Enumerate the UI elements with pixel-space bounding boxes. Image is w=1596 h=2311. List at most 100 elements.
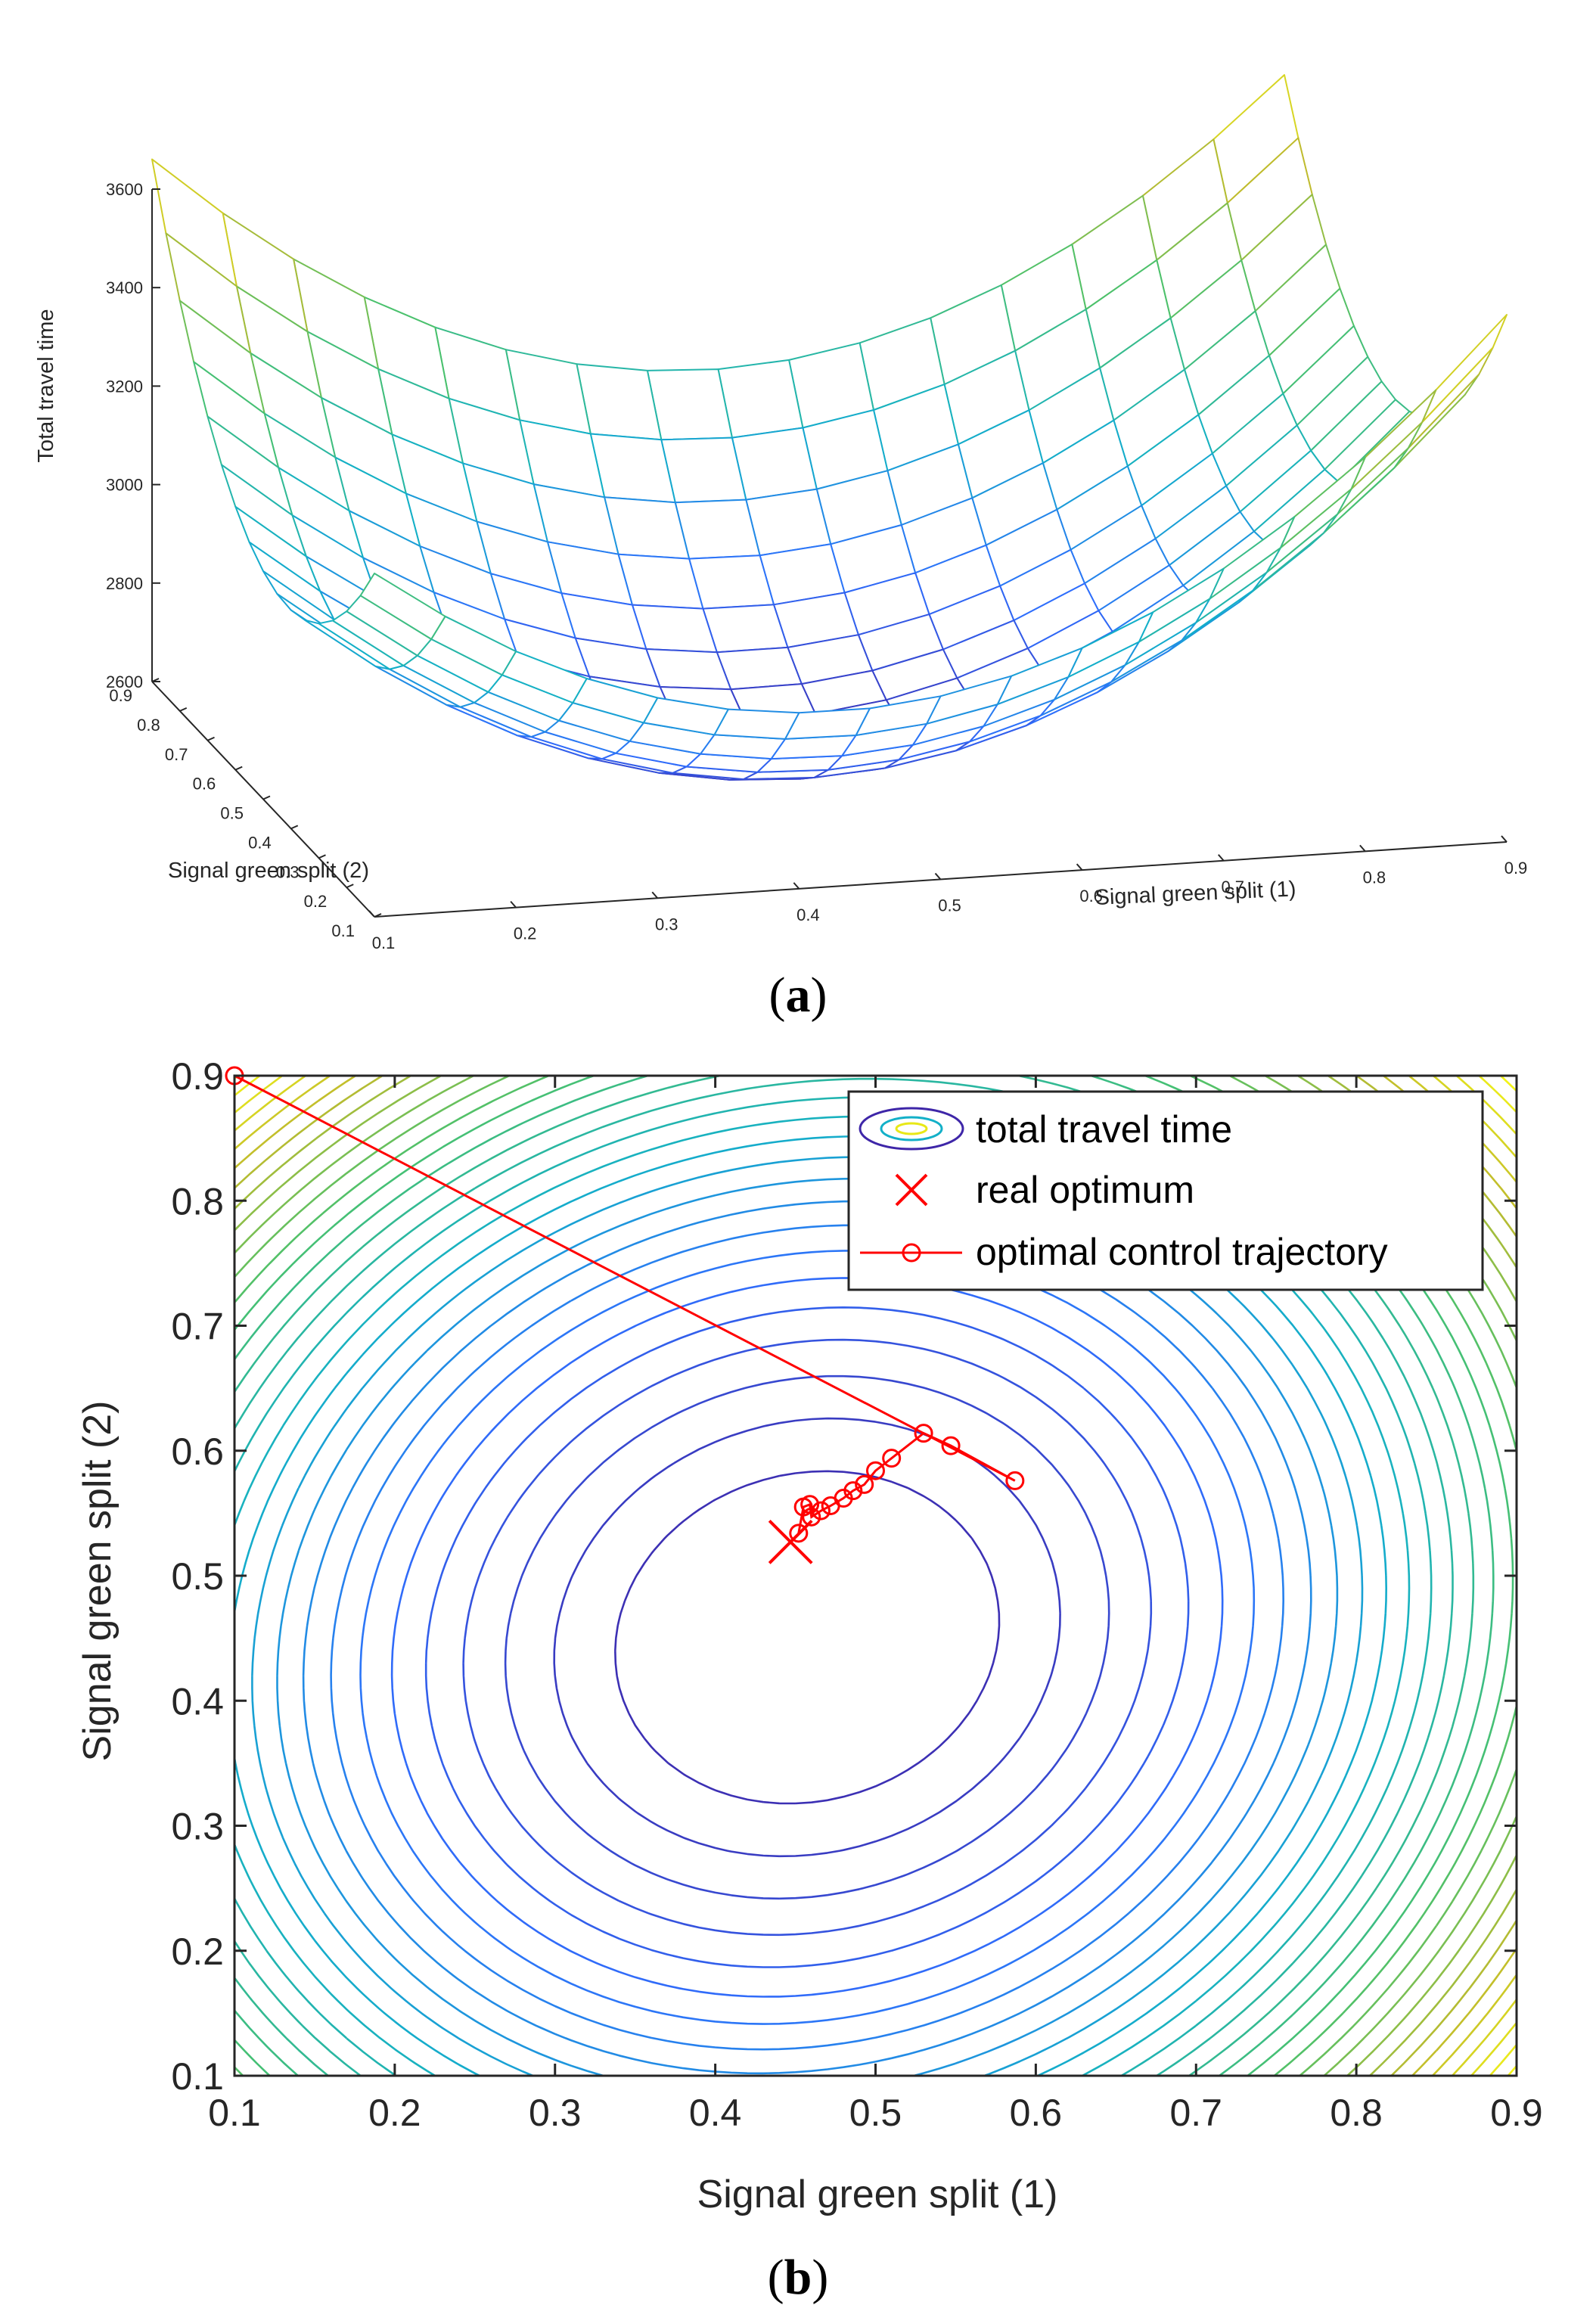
- x-tick-label-3d: 0.1: [372, 933, 396, 952]
- z-axis-label: Total travel time: [34, 309, 58, 462]
- surface-cell: [713, 708, 800, 740]
- surface-mesh: [151, 74, 1508, 781]
- legend-x-marker-icon: [895, 1173, 928, 1207]
- optimum-x-stroke: [768, 1519, 813, 1564]
- z-tick-label: 3400: [106, 278, 143, 297]
- x-tick-mark-3d: [1217, 854, 1225, 862]
- x-tick-mark-3d: [368, 910, 375, 918]
- contour-line: [462, 1338, 1153, 1937]
- trajectory-point: [821, 1496, 840, 1515]
- surface-cell: [702, 604, 789, 654]
- surface-cell: [688, 554, 775, 610]
- x-tick-label-3d: 0.7: [1221, 877, 1244, 896]
- z-tick-label: 2800: [106, 574, 143, 593]
- y-tick-mark-3d: [262, 795, 271, 800]
- legend-line-marker-icon: [860, 1243, 962, 1263]
- x-axis-label: Signal green split (1): [697, 2173, 1058, 2216]
- surface-cell: [359, 573, 446, 640]
- contour-line: [390, 1277, 1224, 1998]
- legend-label-optimal-control-trajectory: optimal control trajectory: [976, 1231, 1388, 1273]
- y-tick-label: 0.8: [171, 1180, 224, 1222]
- surface-cell: [674, 499, 761, 560]
- x-tick-label-3d: 0.4: [796, 905, 820, 924]
- y-tick-mark-3d: [374, 913, 382, 918]
- trajectory-point: [914, 1424, 933, 1443]
- x-tick-label: 0.7: [1169, 2092, 1222, 2134]
- y-tick-label: 0.7: [171, 1306, 224, 1348]
- x-tick-label: 0.5: [849, 2092, 902, 2134]
- x-tick-label-3d: 0.3: [655, 915, 678, 933]
- contour-line: [614, 1470, 1001, 1805]
- x-tick-label-3d: 0.8: [1363, 868, 1386, 887]
- x-tick-mark-3d: [651, 891, 659, 899]
- x-tick-mark-3d: [510, 900, 517, 909]
- y-tick-label: 0.3: [171, 1806, 224, 1848]
- y-tick-label-3d: 0.5: [220, 804, 244, 823]
- contour-axis-ticks: 0.1 0.2 0.3 0.4 0.5 0.6 0.7 0.8 0.9 0.1 0.2 0.3 0.4 0…: [171, 1055, 1542, 2134]
- x-tick-mark-3d: [1359, 844, 1366, 853]
- trajectory-point: [793, 1497, 813, 1517]
- y-axis-ticks-3d: 0.10.20.30.40.50.6 0.7 0.8 0.9: [109, 678, 382, 940]
- surface-cell: [646, 368, 733, 441]
- y-tick-label-3d: 0.8: [137, 716, 160, 735]
- y-tick-mark-3d: [179, 707, 188, 712]
- y-tick-label: 0.5: [171, 1555, 224, 1598]
- x-tick-label: 0.6: [1010, 2092, 1063, 2134]
- z-tick-label: 3200: [106, 377, 143, 396]
- x-tick-mark-3d: [1501, 835, 1508, 843]
- y-tick-label: 0.4: [171, 1680, 224, 1722]
- legend-label-total-travel-time: total travel time: [976, 1108, 1232, 1151]
- y-tick-mark-3d: [290, 825, 299, 830]
- y-tick-mark-3d: [234, 766, 243, 771]
- y-tick-label-3d: 0.1: [331, 921, 355, 940]
- contour-line: [276, 1177, 1339, 2076]
- y-axis-label: Signal green split (2): [76, 1401, 120, 1762]
- x-tick-label-3d: 0.6: [1079, 887, 1103, 905]
- trajectory-point: [789, 1524, 809, 1543]
- y-tick-label-3d: 0.3: [276, 862, 300, 881]
- surface-cell: [731, 427, 818, 501]
- y-tick-mark-3d: [151, 678, 160, 682]
- z-tick-label: 3600: [106, 180, 143, 199]
- x-tick-label-3d: 0.2: [514, 924, 537, 943]
- surface-cell: [716, 646, 803, 691]
- contour-line: [234, 1076, 1517, 2076]
- trajectory-point: [941, 1436, 961, 1455]
- y-tick-label: 0.9: [171, 1055, 224, 1098]
- trajectory-point: [855, 1474, 874, 1494]
- y-tick-label-3d: 0.9: [109, 686, 132, 705]
- y-tick-label-3d: 0.7: [165, 745, 188, 764]
- legend-label-real-optimum: real optimum: [976, 1169, 1194, 1211]
- x-tick-label: 0.9: [1490, 2092, 1543, 2134]
- x-tick-label: 0.3: [529, 2092, 582, 2134]
- x-tick-label: 0.2: [368, 2092, 421, 2134]
- y-tick-label: 0.1: [171, 2055, 224, 2098]
- optimal-control-trajectory: [225, 1066, 1025, 1543]
- contour-line: [504, 1374, 1110, 1900]
- trajectory-point: [811, 1501, 831, 1520]
- contour-lines: [234, 1076, 1517, 2076]
- y-tick-mark-3d: [346, 884, 354, 889]
- z-axis-ticks: 2600 2800 3000 3200 3400 3600: [106, 180, 160, 691]
- x-tick-mark-3d: [793, 882, 800, 890]
- panel-label-a: (a): [769, 968, 827, 1023]
- trajectory-point: [882, 1449, 902, 1468]
- x-tick-label: 0.1: [208, 2092, 261, 2134]
- legend: total travel time real optimum optimal c…: [847, 1090, 1484, 1291]
- legend-box: [847, 1090, 1484, 1291]
- panel-label-b: (b): [768, 2250, 829, 2305]
- x-tick-mark-3d: [1076, 863, 1083, 871]
- y-tick-label-3d: 0.2: [304, 892, 328, 911]
- y-axis-label-3d: Signal green split (2): [168, 859, 369, 883]
- x-tick-label: 0.4: [689, 2092, 742, 2134]
- trajectory-point: [866, 1461, 885, 1480]
- y-tick-mark-3d: [318, 854, 326, 859]
- real-optimum-marker: [768, 1519, 813, 1564]
- x-tick-label: 0.8: [1330, 2092, 1383, 2134]
- y-tick-mark-3d: [207, 736, 215, 741]
- y-tick-label: 0.6: [171, 1430, 224, 1473]
- contour-plot-panel: 0.1 0.2 0.3 0.4 0.5 0.6 0.7 0.8 0.9 0.1 0.2 0.3 0.4 0…: [76, 1055, 1543, 2305]
- x-tick-label-3d: 0.5: [938, 896, 961, 915]
